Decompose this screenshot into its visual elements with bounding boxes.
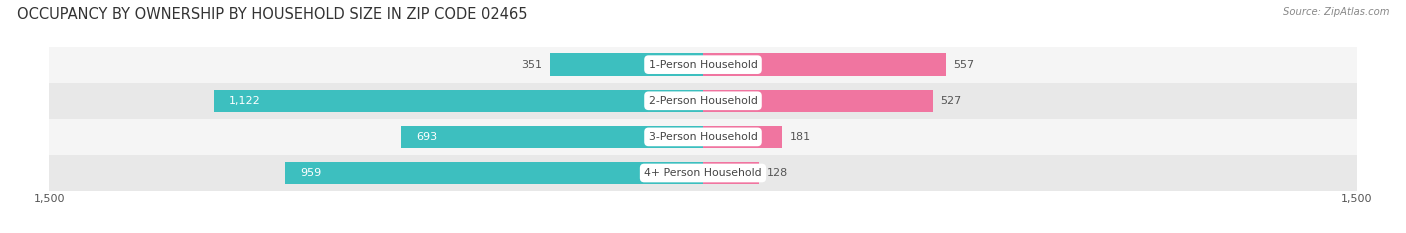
Text: 693: 693 xyxy=(416,132,437,142)
Text: 181: 181 xyxy=(790,132,811,142)
Bar xyxy=(550,53,703,76)
Text: 2-Person Household: 2-Person Household xyxy=(648,96,758,106)
Bar xyxy=(214,89,703,112)
Text: 557: 557 xyxy=(953,60,974,70)
Text: 959: 959 xyxy=(301,168,322,178)
Bar xyxy=(49,83,1357,119)
Text: 128: 128 xyxy=(766,168,787,178)
Text: OCCUPANCY BY OWNERSHIP BY HOUSEHOLD SIZE IN ZIP CODE 02465: OCCUPANCY BY OWNERSHIP BY HOUSEHOLD SIZE… xyxy=(17,7,527,22)
Text: 1,122: 1,122 xyxy=(229,96,262,106)
Bar xyxy=(401,126,703,148)
Text: Source: ZipAtlas.com: Source: ZipAtlas.com xyxy=(1282,7,1389,17)
Bar xyxy=(49,155,1357,191)
Bar xyxy=(703,89,932,112)
Bar xyxy=(49,119,1357,155)
Bar xyxy=(703,162,759,184)
Text: 1-Person Household: 1-Person Household xyxy=(648,60,758,70)
Text: 351: 351 xyxy=(522,60,543,70)
Bar xyxy=(703,126,782,148)
Text: 527: 527 xyxy=(941,96,962,106)
Bar xyxy=(49,47,1357,83)
Bar xyxy=(703,53,946,76)
Text: 4+ Person Household: 4+ Person Household xyxy=(644,168,762,178)
Bar xyxy=(285,162,703,184)
Text: 3-Person Household: 3-Person Household xyxy=(648,132,758,142)
